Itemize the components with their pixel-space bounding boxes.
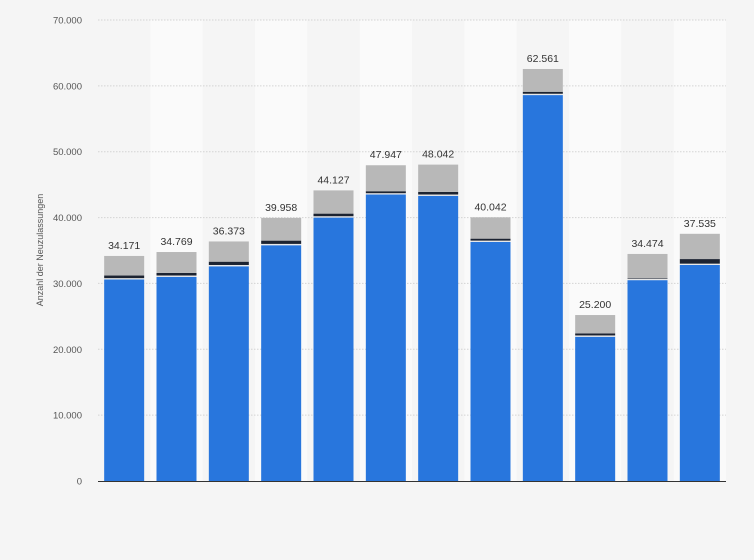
y-tick-label: 60.000 [53, 81, 82, 92]
bar-total-label: 34.474 [631, 238, 663, 250]
bar-segment [208, 264, 249, 267]
bar-segment [679, 233, 720, 260]
bar-segment [575, 336, 616, 481]
bar-segment [365, 165, 406, 192]
bar-segment [156, 252, 197, 273]
bar-total-label: 44.127 [317, 174, 349, 186]
bar-segment [104, 278, 145, 280]
y-axis-label: Anzahl der Neuzulassungen [35, 194, 45, 307]
bar-segment [470, 238, 511, 241]
bar-segment [313, 213, 354, 217]
bar-segment [470, 241, 511, 481]
bar-segment [208, 261, 249, 265]
gridlines [98, 19, 726, 416]
bar-total-label: 39.958 [265, 202, 297, 214]
bar-segment [679, 259, 720, 264]
y-axis-ticks: 0 10.000 20.000 30.000 40.000 50.000 60.000 70.… [53, 16, 82, 488]
bar-segment [313, 190, 354, 214]
total-labels: 34.171 34.769 36.373 39.958 44.127 47.947 48.0… [108, 53, 716, 311]
bar-total-label: 34.769 [160, 236, 192, 248]
bar-segment [104, 279, 145, 481]
bar-total-label: 47.947 [370, 149, 402, 161]
bar-total-label: 62.561 [527, 53, 559, 65]
y-tick-label: 0 [77, 477, 82, 488]
bar-segment [470, 240, 511, 242]
bar-segment [313, 216, 354, 218]
bar-segment [522, 68, 563, 92]
bar-segment [627, 253, 668, 279]
bar-segment [575, 335, 616, 337]
bar-segment [208, 266, 249, 481]
bar-segment [365, 194, 406, 481]
bar-segment [627, 278, 668, 281]
bar-segment [418, 164, 459, 192]
bar-segment [313, 217, 354, 482]
bar-segment [418, 191, 459, 195]
bar-segment [627, 280, 668, 481]
bar-segment [575, 333, 616, 336]
bar-total-label: 36.373 [213, 225, 245, 237]
bar-segment [365, 193, 406, 195]
bar-segment [470, 217, 511, 239]
y-tick-label: 30.000 [53, 279, 82, 290]
bar-total-label: 25.200 [579, 299, 611, 311]
y-tick-label: 40.000 [53, 213, 82, 224]
bar-segment [261, 245, 302, 481]
bar-segment [261, 217, 302, 241]
y-tick-label: 10.000 [53, 411, 82, 422]
bar-segment [208, 241, 249, 262]
bar-segment [575, 315, 616, 334]
y-tick-label: 50.000 [53, 147, 82, 158]
bar-segment [104, 255, 145, 276]
bar-segment [156, 275, 197, 277]
bar-total-label: 37.535 [684, 218, 716, 230]
bar-total-label: 34.171 [108, 240, 140, 252]
y-tick-label: 70.000 [53, 16, 82, 27]
bar-segment [679, 264, 720, 481]
bar-segment [156, 276, 197, 481]
bar-segment [679, 263, 720, 265]
bar-segment [522, 93, 563, 96]
bar-segment [261, 243, 302, 246]
bar-total-label: 48.042 [422, 149, 454, 161]
bar-segment [522, 95, 563, 481]
bar-segment [156, 272, 197, 276]
bar-segment [261, 240, 302, 244]
bar-total-label: 40.042 [474, 201, 506, 213]
bar-segment [365, 191, 406, 194]
bar-segment [418, 194, 459, 196]
bar-segment [104, 275, 145, 279]
bar-segment [627, 278, 668, 279]
bars [104, 68, 720, 482]
bar-segment [522, 91, 563, 94]
y-tick-label: 20.000 [53, 345, 82, 356]
bar-segment [418, 195, 459, 482]
